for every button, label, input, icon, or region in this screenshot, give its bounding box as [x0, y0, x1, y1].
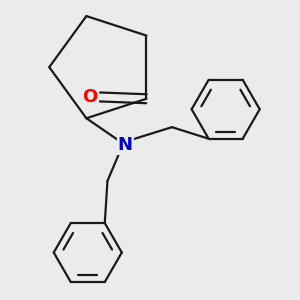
Text: N: N [118, 136, 133, 154]
Text: O: O [82, 88, 98, 106]
